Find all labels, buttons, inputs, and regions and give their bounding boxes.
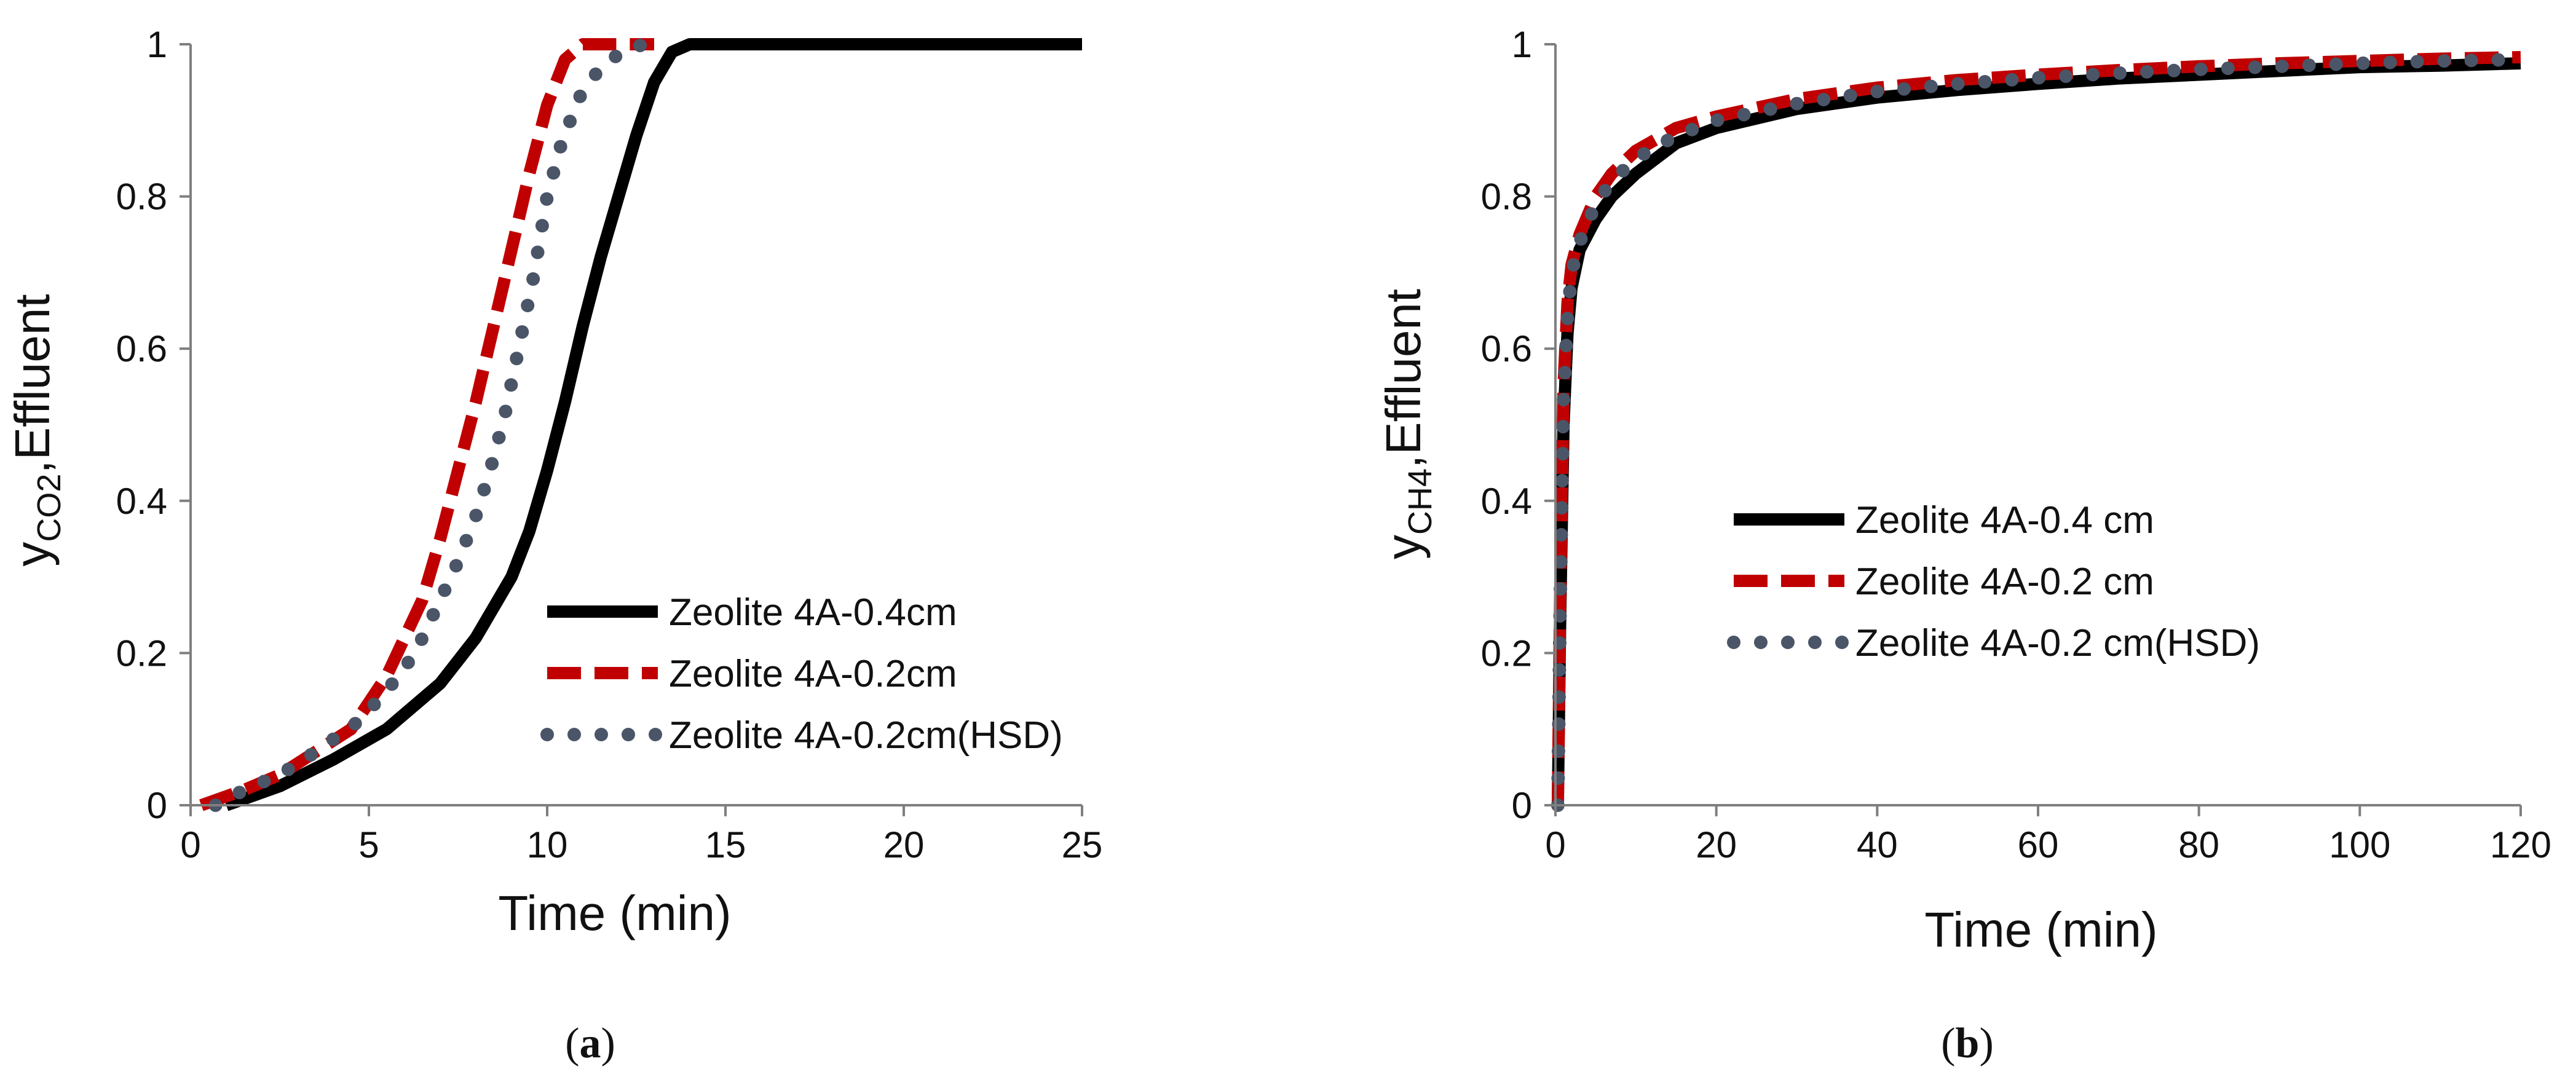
panel-b-x-tick-label: 60 (2018, 824, 2059, 865)
panel-a-y-tick-label: 0 (147, 785, 167, 826)
panel-b-x-axis-label: Time (min) (1924, 902, 2157, 957)
panel-b-x-tick-label: 100 (2329, 824, 2390, 865)
panel-b-series-3-line (1551, 52, 2527, 812)
panel-b-y-tick-label: 1 (1512, 24, 1532, 65)
panel-b-legend-label-3: Zeolite 4A-0.2 cm(HSD) (1855, 622, 2260, 664)
panel-a-x-axis-label: Time (min) (498, 886, 731, 940)
panel-a-caption: (a) (565, 1020, 615, 1067)
panel-a-ticks: 0 5 10 15 20 25 0 0.2 0.4 0.6 0.8 1 (116, 24, 1103, 865)
panel-a-x-tick-label: 0 (180, 824, 200, 865)
panel-b-y-tick-label: 0.8 (1481, 176, 1532, 218)
panel-a-series-group (199, 37, 1082, 812)
panel-b-y-tick-label: 0.6 (1481, 328, 1532, 369)
panel-b-legend: Zeolite 4A-0.4 cm Zeolite 4A-0.2 cm Zeolit… (1727, 499, 2260, 664)
panel-a-y-tick-label: 0.6 (116, 328, 167, 369)
panel-a-y-tick-label: 0.8 (116, 176, 167, 218)
panel-a-legend-label-1: Zeolite 4A-0.4cm (669, 591, 957, 634)
panel-b-caption-letter: b (1956, 1020, 1980, 1067)
panel-a-legend-label-3: Zeolite 4A-0.2cm(HSD) (669, 714, 1063, 757)
panel-b-legend-label-1: Zeolite 4A-0.4 cm (1855, 499, 2154, 542)
panel-a-y-tick-label: 1 (147, 24, 167, 65)
panel-b-x-tick-label: 0 (1545, 824, 1565, 865)
panel-a-series-3-line (208, 37, 650, 812)
panel-b-series-group (1551, 51, 2527, 812)
panel-b-chart: 0 20 40 60 80 100 120 0 0.2 0.4 0.6 0.8 1 Time (min)… (1376, 24, 2551, 1067)
panel-b-y-tick-label: 0.4 (1481, 481, 1532, 522)
panel-b-y-tick-label: 0.2 (1481, 633, 1532, 674)
panel-b-y-axis-label-sub: CH4 (1402, 468, 1439, 535)
panel-a-y-axis-label: yCO2,Effluent (5, 294, 68, 566)
panel-b-y-axis-label-suffix: ,Effluent (1376, 289, 1431, 468)
panel-a-legend-label-2: Zeolite 4A-0.2cm (669, 653, 957, 695)
panel-b-ticks: 0 20 40 60 80 100 120 0 0.2 0.4 0.6 0.8 1 (1481, 24, 2551, 865)
panel-b-x-tick-label: 80 (2178, 824, 2219, 865)
panel-b-y-axis-label: yCH4,Effluent (1376, 289, 1439, 559)
panel-a-x-tick-label: 5 (358, 824, 379, 865)
panel-a-x-tick-label: 25 (1062, 824, 1103, 865)
panel-a-legend: Zeolite 4A-0.4cm Zeolite 4A-0.2cm Zeolite … (540, 591, 1063, 757)
panel-b-x-tick-label: 20 (1696, 824, 1737, 865)
panel-b-caption: (b) (1941, 1020, 1994, 1067)
panel-a-y-axis-label-suffix: ,Effluent (5, 294, 60, 473)
panel-a-y-tick-label: 0.4 (116, 481, 167, 522)
panel-b-axes (1554, 44, 2521, 806)
panel-a-caption-letter: a (580, 1020, 601, 1067)
panel-a-series-1-line (224, 38, 1082, 811)
panel-a-x-tick-label: 10 (527, 824, 568, 865)
panel-a-chart: 0 5 10 15 20 25 0 0.2 0.4 0.6 0.8 1 Time (min) yCO2… (5, 24, 1102, 1067)
panel-a-y-axis-label-main: y (5, 542, 60, 567)
panel-a-x-tick-label: 15 (705, 824, 746, 865)
panel-b-series-2-line (1551, 51, 2521, 806)
panel-b-y-tick-label: 0 (1512, 785, 1532, 826)
panel-b-y-axis-label-main: y (1376, 535, 1431, 559)
panel-b-x-tick-label: 120 (2490, 824, 2551, 865)
panel-b-legend-label-2: Zeolite 4A-0.2 cm (1855, 561, 2154, 603)
panel-a-y-axis-label-sub: CO2 (31, 474, 68, 542)
panel-a-x-tick-label: 20 (883, 824, 925, 865)
panel-b-series-1-line (1551, 57, 2521, 806)
panel-b-x-tick-label: 40 (1857, 824, 1898, 865)
panel-a-y-tick-label: 0.2 (116, 633, 167, 674)
panel-a-axes (189, 44, 1082, 806)
